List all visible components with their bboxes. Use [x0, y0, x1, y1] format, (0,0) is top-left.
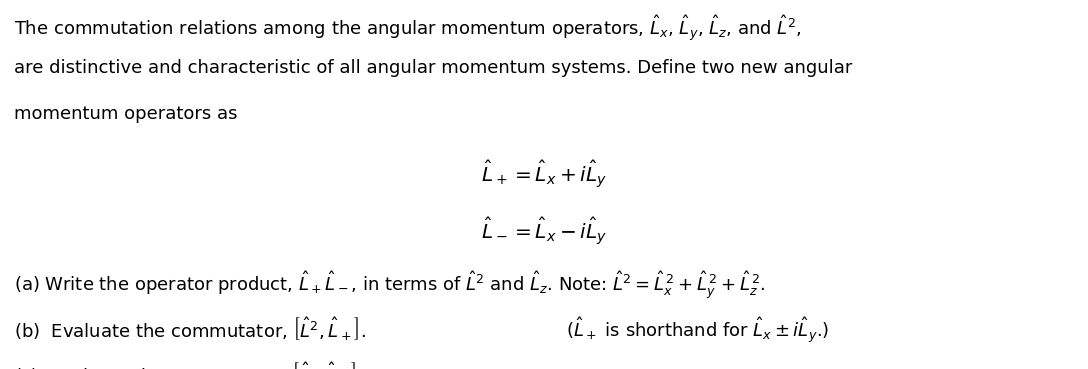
Text: $\hat{L}_- = \hat{L}_x - i\hat{L}_y$: $\hat{L}_- = \hat{L}_x - i\hat{L}_y$ — [481, 216, 607, 247]
Text: The commutation relations among the angular momentum operators, $\hat{L}_x$, $\h: The commutation relations among the angu… — [14, 13, 802, 43]
Text: ($\hat{L}_+$ is shorthand for $\hat{L}_x \pm i\hat{L}_y$.): ($\hat{L}_+$ is shorthand for $\hat{L}_x… — [566, 315, 829, 345]
Text: (b)  Evaluate the commutator, $\left[\hat{L}^2,\hat{L}_+\right]$.: (b) Evaluate the commutator, $\left[\hat… — [14, 315, 367, 342]
Text: $\hat{L}_+ = \hat{L}_x + i\hat{L}_y$: $\hat{L}_+ = \hat{L}_x + i\hat{L}_y$ — [481, 159, 607, 190]
Text: (a) Write the operator product, $\hat{L}_+\hat{L}_-$, in terms of $\hat{L}^2$ an: (a) Write the operator product, $\hat{L}… — [14, 269, 766, 301]
Text: (c)  Evaluate the commutator, $\left[\hat{L}_z,\hat{L}_+\right]$.: (c) Evaluate the commutator, $\left[\hat… — [14, 360, 363, 369]
Text: are distinctive and characteristic of all angular momentum systems. Define two n: are distinctive and characteristic of al… — [14, 59, 853, 77]
Text: momentum operators as: momentum operators as — [14, 105, 237, 123]
